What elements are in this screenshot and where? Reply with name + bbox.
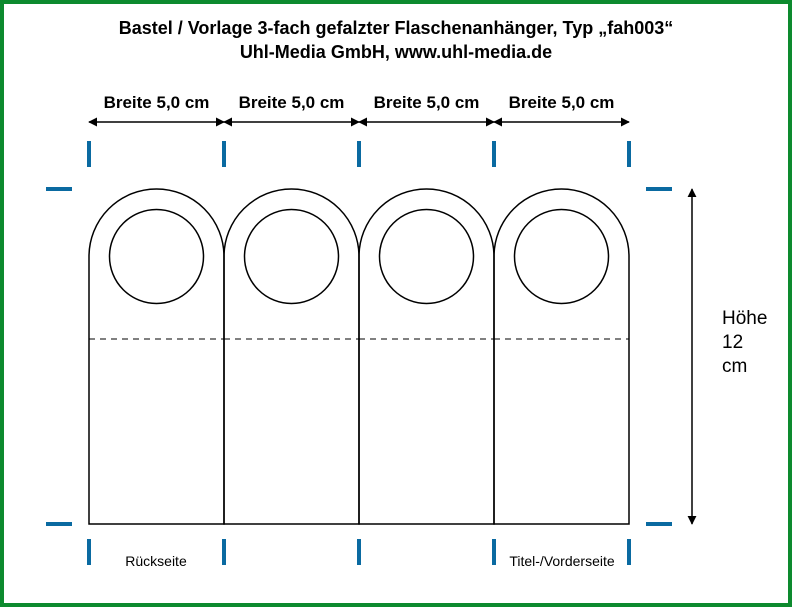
panel-hole-2	[380, 210, 474, 304]
width-label-1: Breite 5,0 cm	[239, 93, 345, 112]
width-label-0: Breite 5,0 cm	[104, 93, 210, 112]
width-label-3: Breite 5,0 cm	[509, 93, 615, 112]
panel-hole-1	[245, 210, 339, 304]
height-label-0: Höhe	[722, 308, 767, 329]
panel-outline-2	[359, 189, 494, 524]
panel-outline-0	[89, 189, 224, 524]
width-label-2: Breite 5,0 cm	[374, 93, 480, 112]
label-back: Rückseite	[125, 553, 187, 569]
height-label-1: 12	[722, 332, 743, 353]
panel-outline-1	[224, 189, 359, 524]
template-diagram: Breite 5,0 cm Breite 5,0 cm Breite 5,0 cm B…	[4, 4, 788, 603]
label-front: Titel-/Vorderseite	[509, 553, 615, 569]
height-label-2: cm	[722, 356, 747, 377]
panel-hole-0	[110, 210, 204, 304]
panel-outline-3	[494, 189, 629, 524]
panel-hole-3	[515, 210, 609, 304]
outer-frame: Bastel / Vorlage 3-fach gefalzter Flasch…	[0, 0, 792, 607]
